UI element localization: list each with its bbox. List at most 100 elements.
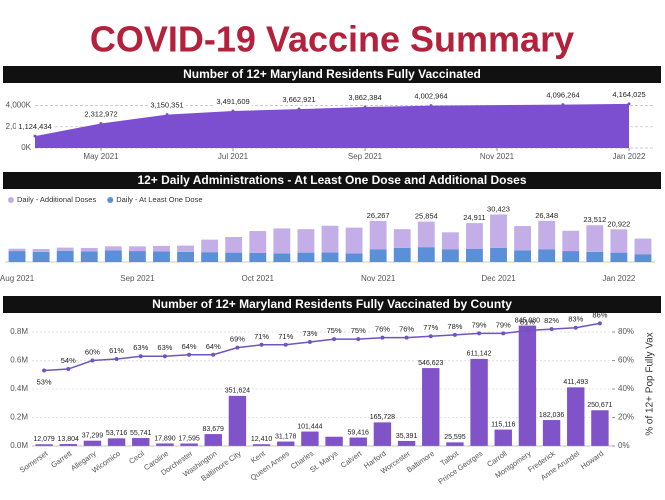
y2-tick-label: 60% [618,356,634,365]
total-label: 24,911 [463,213,485,222]
data-label: 31,178 [275,433,297,440]
bar-segment [177,245,194,252]
data-label: 37,299 [82,433,104,440]
line-point [235,345,240,350]
line-label: 81% [520,318,535,327]
bar [277,441,295,446]
data-label: 17,890 [154,435,176,442]
x-tick-label: Jan 2022 [602,274,635,283]
line-point [452,332,457,337]
line-point [114,357,119,362]
page-title: COVID-19 Vaccine Summary [90,19,574,60]
y2-tick-label: 0% [618,441,630,450]
y-tick-label: 0.6M [10,356,28,365]
line-label: 64% [206,342,221,351]
bar-segment [490,247,507,262]
bar-segment [538,220,556,250]
bar-segment [225,237,243,253]
bar-segment [586,251,604,262]
bar [470,358,488,446]
y-tick-label: 4,000K [6,101,32,110]
bar-segment [610,229,628,253]
bar-segment [177,251,194,262]
bar [59,444,77,446]
data-label: 182,036 [539,412,564,419]
line-label: 77% [423,323,438,332]
data-label: 83,679 [203,426,225,433]
bar-segment [634,238,652,255]
bar [349,437,367,446]
bar [567,387,585,446]
data-label: 611,142 [467,351,492,358]
bar-segment [634,254,652,262]
chart-title: 12+ Daily Administrations - At Least One… [137,173,526,187]
line-point [283,342,288,347]
data-label: 3,150,351 [150,101,183,110]
bar-segment [441,232,459,250]
line-label: 71% [254,332,269,341]
data-label: 4,002,964 [414,92,447,101]
bar-segment [273,253,291,262]
data-label: 25,595 [444,434,466,441]
line-point [138,354,143,359]
bar-segment [201,239,219,253]
line-point [259,342,264,347]
total-label: 26,267 [367,211,390,220]
line-point [90,358,95,363]
bar-segment [321,252,339,262]
y-tick-label: 0.0M [10,441,28,450]
x-tick-label: Nov 2021 [361,274,396,283]
panel-header [3,66,661,83]
y2-axis-title: % of 12+ Pop Fully Vax [645,332,656,435]
point [561,103,565,107]
bar-segment [273,228,291,254]
line-label: 86% [592,310,607,319]
line-label: 76% [375,325,390,334]
point [363,105,367,109]
y-tick-label: 0.4M [10,384,28,393]
total-label: 30,423 [487,204,510,213]
bar-segment [153,245,170,252]
line-label: 82% [544,316,559,325]
bar-segment [417,247,435,262]
bar [35,444,53,446]
point [231,109,235,113]
data-label: 3,862,384 [348,93,381,102]
legend-label: Daily - At Least One Dose [116,195,202,204]
line-point [356,337,361,342]
data-label: 12,079 [33,436,55,443]
bar-segment [393,229,411,248]
bar [132,438,150,446]
line-point [162,354,167,359]
data-label: 3,491,609 [216,97,249,106]
line-point [525,328,530,333]
bar [204,434,222,446]
bar-segment [417,221,435,248]
data-label: 3,662,921 [282,95,315,104]
y-tick-label: 0.8M [10,327,28,336]
x-tick-label: Aug 2021 [0,274,35,283]
bar [325,436,343,446]
bar-segment [8,251,26,262]
point [429,104,433,108]
line-point [573,325,578,330]
label-box [280,95,318,106]
line-point [428,334,433,339]
bar [542,420,561,446]
bar-segment [345,253,363,262]
line-point [501,331,506,336]
label-box [610,89,648,100]
bar-segment [490,214,507,248]
total-label: 20,922 [607,219,630,228]
bar-segment [297,229,315,253]
bar-segment [369,220,387,250]
bar [591,410,609,446]
bar-segment [128,251,146,262]
bar [228,395,247,446]
data-label: 351,624 [225,388,250,395]
label-box [544,90,582,101]
legend-marker [8,197,14,203]
line-point [380,335,385,340]
line-label: 75% [351,326,366,335]
line [44,322,601,372]
